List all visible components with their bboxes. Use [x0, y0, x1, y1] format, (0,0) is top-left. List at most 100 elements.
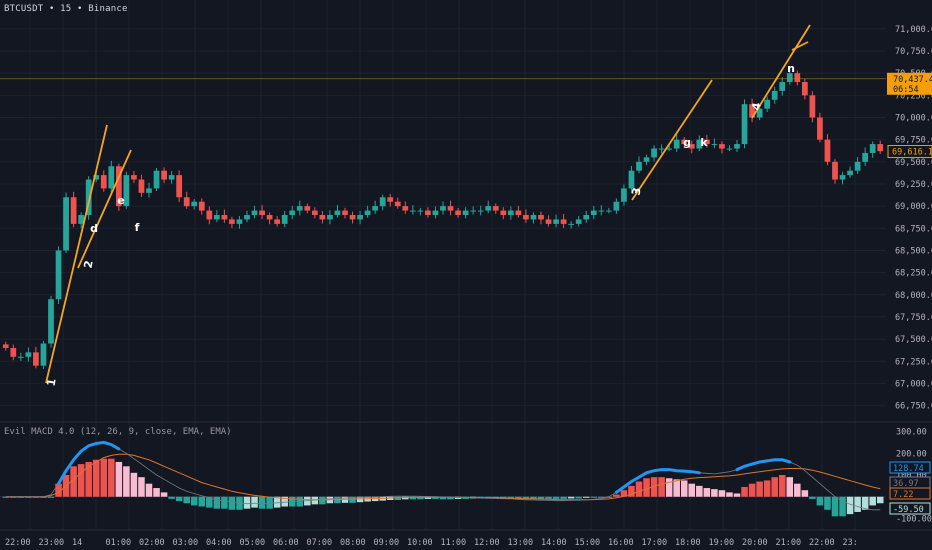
wave-label: 4 [749, 101, 763, 111]
macd-hist-bar [763, 480, 771, 497]
candle-body [146, 188, 152, 193]
time-tick: 01:00 [106, 538, 132, 548]
candle-body [327, 215, 333, 220]
macd-hist-bar [2, 496, 10, 498]
macd-hist-bar [319, 496, 326, 505]
macd-hist-bar [183, 496, 190, 504]
candle-body [70, 197, 77, 224]
macd-hist-bar [153, 488, 160, 497]
candle-body [560, 219, 567, 224]
candle-body [364, 210, 371, 215]
macd-hist-bar [123, 466, 130, 497]
macd-hist-bar [778, 475, 786, 497]
macd-hist-bar [10, 496, 17, 498]
price-tick: 68,000.00 [895, 291, 932, 301]
time-tick: 07:00 [307, 538, 333, 548]
macd-hist-bar [771, 477, 778, 497]
price-axis: 70,750.0070,500.0070,250.0070,000.0069,7… [887, 25, 932, 524]
trendlines-layer[interactable] [45, 24, 811, 384]
macd-hist-bar [665, 478, 673, 497]
time-tick: 06:00 [273, 538, 299, 548]
candle-body [575, 219, 582, 224]
candle-body [342, 210, 348, 215]
time-tick: 11:00 [441, 538, 467, 548]
price-tick: 70,250.00 [895, 91, 932, 101]
macd-indicator-title[interactable]: Evil MACD 4.0 (12, 26, 9, close, EMA, EM… [4, 427, 232, 437]
candle-body [281, 215, 288, 224]
time-axis: 22:00 23:00 14 01:00 02:00 03:00 04:00 05:00 06:… [5, 538, 858, 548]
candle-body [10, 347, 17, 357]
candle-body [78, 215, 85, 224]
candle-body [372, 206, 379, 211]
macd-hist-bar [613, 494, 620, 497]
macd-hist-bar [55, 483, 62, 497]
candle-body [357, 215, 363, 220]
macd-hist-bar [251, 496, 258, 508]
candle-body [832, 161, 838, 180]
candle-body [48, 299, 54, 344]
macd-hist-bar [861, 496, 869, 510]
price-tick: 69,750.00 [895, 136, 932, 146]
candle-body [681, 139, 688, 145]
candle-body [749, 104, 755, 118]
candle-body [296, 206, 303, 211]
candle-body [266, 215, 273, 220]
macd-tick: 300.00 [896, 428, 927, 438]
candle-body [85, 179, 92, 215]
trendline [751, 24, 811, 119]
wave-label: 1 [44, 377, 58, 387]
candle-body [734, 144, 740, 149]
time-tick: 05:00 [240, 538, 266, 548]
candle-body [161, 170, 167, 180]
macd-tick: -100.00 [896, 514, 932, 524]
candle-body [523, 215, 529, 220]
candle-body [786, 73, 793, 83]
macd-hist-bar [77, 464, 85, 497]
price-tick: 67,750.00 [895, 313, 932, 323]
macd-value-label: 36.97 [893, 479, 919, 489]
time-tick: 09:00 [374, 538, 400, 548]
candle-body [417, 210, 424, 212]
macd-hist-bar [138, 477, 145, 497]
candle-body [756, 108, 763, 118]
candle-body [869, 144, 876, 153]
trendline [791, 41, 809, 51]
macd-hist-bar [515, 496, 522, 499]
candle-body [726, 148, 733, 150]
candle-body [673, 139, 680, 149]
candle-body [108, 166, 115, 189]
macd-hist-bar [869, 496, 876, 506]
macd-hist-bar [206, 496, 213, 508]
macd-hist-bar [794, 483, 801, 497]
candle-body [862, 152, 869, 162]
candle-body [462, 210, 469, 215]
candle-body [221, 215, 228, 220]
candle-body [153, 170, 160, 189]
macd-value-label: 7.22 [893, 490, 913, 500]
macd-hist-bar [605, 496, 613, 498]
macd-value-tag [889, 487, 931, 500]
candle-body [666, 148, 673, 150]
candle-body [590, 210, 597, 215]
candle-body [530, 215, 537, 220]
macd-hist-bar [846, 496, 854, 515]
candle-body [191, 201, 198, 207]
candle-body [817, 117, 823, 140]
time-tick: 08:00 [340, 538, 366, 548]
wave-label: 2 [81, 259, 95, 269]
macd-hist-bar [198, 496, 206, 507]
candle-body [387, 197, 394, 202]
candle-body [621, 188, 627, 202]
macd-hist-bar [394, 496, 402, 500]
macd-hist-bar [40, 496, 47, 498]
macd-hist-bar [741, 486, 748, 497]
candle-body [455, 210, 461, 215]
candle-body [764, 99, 771, 109]
candle-body [251, 210, 258, 215]
candle-body [259, 210, 265, 215]
candle-body [470, 210, 477, 212]
macd-hist-bar [711, 489, 718, 497]
candle-body [138, 179, 145, 193]
time-tick: 15:00 [575, 538, 601, 548]
